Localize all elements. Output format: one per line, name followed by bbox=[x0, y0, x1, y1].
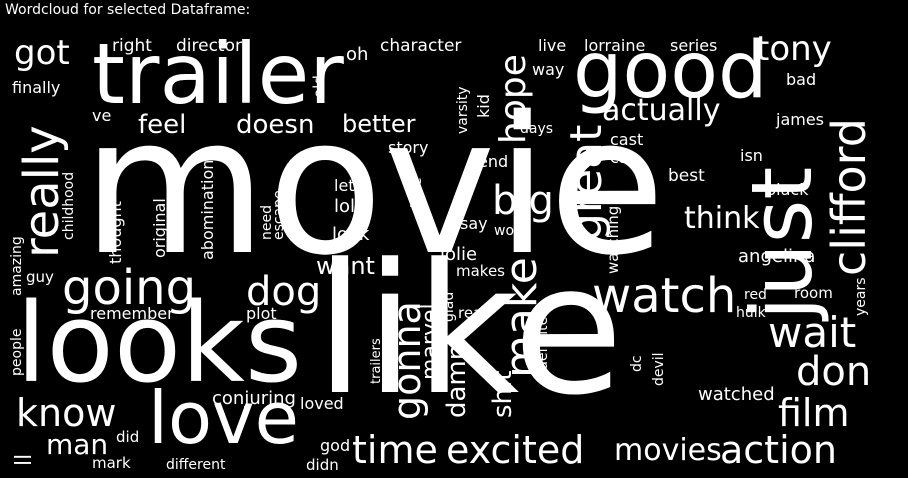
word-god: god bbox=[320, 436, 351, 455]
word-ll: ll bbox=[12, 453, 37, 466]
word-series: series bbox=[670, 36, 718, 55]
word-remember: remember bbox=[90, 304, 174, 323]
word-kid: kid bbox=[474, 94, 493, 118]
word-james: james bbox=[776, 110, 825, 129]
word-film: film bbox=[778, 391, 850, 435]
word-shit: shit bbox=[488, 370, 518, 418]
word-childhood: childhood bbox=[61, 171, 77, 240]
word-loved: loved bbox=[300, 394, 344, 413]
word-old: old bbox=[310, 75, 328, 98]
word-man: man bbox=[46, 428, 109, 461]
word-big: big bbox=[492, 178, 554, 224]
word-action: action bbox=[720, 428, 837, 472]
word-black: black bbox=[766, 180, 809, 199]
word-say: say bbox=[460, 214, 488, 233]
word-really: really bbox=[14, 125, 70, 258]
word-real: real bbox=[458, 304, 487, 322]
word-abomination: abomination bbox=[198, 159, 217, 260]
word-people: people bbox=[9, 328, 25, 376]
word-movies: movies bbox=[614, 433, 722, 468]
wordcloud-caption: Wordcloud for selected Dataframe: bbox=[5, 2, 251, 18]
word-director: director bbox=[176, 36, 242, 56]
word-tony: tony bbox=[756, 29, 832, 69]
word-room: room bbox=[794, 284, 833, 302]
word-angelina: angelina bbox=[738, 246, 816, 267]
word-devil: devil bbox=[651, 352, 667, 386]
word-plot: plot bbox=[246, 304, 277, 323]
word-watched: watched bbox=[698, 384, 775, 405]
word-movie: movie bbox=[82, 76, 666, 297]
word-actually: actually bbox=[602, 93, 721, 128]
word-lol: lol bbox=[334, 196, 356, 217]
word-definitely: definitely bbox=[535, 304, 551, 370]
word-right: right bbox=[112, 36, 152, 56]
wordcloud-image: movie like looks trailer good just love … bbox=[0, 26, 908, 478]
word-bad: bad bbox=[786, 70, 817, 89]
word-years: years bbox=[853, 277, 869, 316]
word-guy: guy bbox=[26, 268, 54, 286]
word-conjuring: conjuring bbox=[212, 388, 296, 409]
word-going: going bbox=[62, 260, 197, 316]
word-know: know bbox=[16, 391, 117, 435]
word-varsity: varsity bbox=[455, 86, 471, 134]
word-trailer: trailer bbox=[92, 26, 344, 123]
word-original: original bbox=[150, 198, 169, 258]
word-clifford: clifford bbox=[822, 118, 876, 276]
word-makes: makes bbox=[456, 262, 505, 280]
word-love: love bbox=[148, 376, 299, 460]
word-wait: wait bbox=[768, 308, 857, 357]
word-ve: ve bbox=[92, 106, 112, 125]
word-time: time bbox=[352, 428, 438, 472]
word-kate: kate bbox=[409, 177, 425, 208]
word-watching: watching bbox=[604, 205, 622, 274]
word-different: different bbox=[166, 457, 226, 473]
word-look: look bbox=[332, 224, 370, 245]
word-days: days bbox=[520, 121, 554, 137]
word-great: great bbox=[561, 124, 612, 241]
word-wong: wong bbox=[494, 223, 532, 239]
word-car: car bbox=[610, 148, 636, 167]
word-damn: damn bbox=[442, 343, 472, 418]
word-end: end bbox=[478, 152, 509, 171]
word-red: red bbox=[744, 287, 767, 303]
word-story: story bbox=[388, 138, 429, 157]
word-mark: mark bbox=[92, 454, 131, 472]
word-think: think bbox=[684, 201, 760, 236]
word-trailers: trailers bbox=[369, 338, 384, 384]
word-good: good bbox=[573, 26, 768, 116]
word-finally: finally bbox=[12, 78, 61, 97]
word-doesn: doesn bbox=[236, 110, 315, 140]
word-didn: didn bbox=[306, 456, 339, 474]
word-like: like bbox=[315, 226, 624, 435]
word-cast: cast bbox=[610, 130, 644, 149]
word-feel: feel bbox=[138, 110, 187, 140]
word-best: best bbox=[668, 166, 705, 186]
word-hulk: hulk bbox=[736, 305, 766, 321]
word-live: live bbox=[538, 36, 567, 55]
word-jolie: jolie bbox=[440, 244, 478, 265]
word-let: let bbox=[334, 176, 355, 195]
word-don: don bbox=[796, 349, 872, 395]
word-got: got bbox=[14, 33, 70, 73]
word-dc: dc bbox=[629, 355, 645, 372]
word-lorraine: lorraine bbox=[584, 36, 646, 55]
word-dog: dog bbox=[246, 269, 322, 315]
word-amazing: amazing bbox=[9, 236, 25, 296]
word-way: way bbox=[532, 60, 565, 79]
word-looks: looks bbox=[16, 279, 303, 407]
word-want: want bbox=[316, 252, 375, 280]
word-oh: oh bbox=[346, 44, 369, 65]
word-glad: glad bbox=[441, 291, 457, 322]
word-character: character bbox=[380, 36, 462, 56]
word-thought: thought bbox=[106, 201, 125, 264]
word-watch: watch bbox=[592, 268, 737, 324]
word-marvel: marvel bbox=[418, 303, 443, 380]
word-excited: excited bbox=[446, 428, 585, 472]
word-escape: escape bbox=[271, 190, 287, 240]
word-better: better bbox=[342, 110, 416, 138]
word-isn: isn bbox=[740, 146, 763, 165]
word-did: did bbox=[116, 428, 140, 446]
